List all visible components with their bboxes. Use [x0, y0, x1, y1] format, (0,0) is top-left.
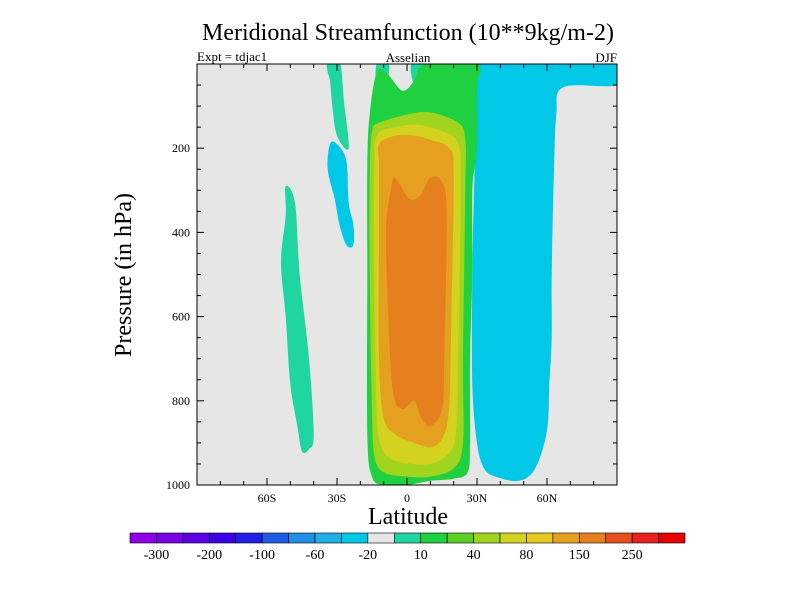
colorbar-swatch — [393, 532, 422, 544]
contour-hadley-positive-200 — [385, 176, 447, 427]
colorbar-swatch — [182, 532, 210, 544]
colorbar-swatch — [235, 532, 263, 544]
contour-sh-weak-positive-cell — [281, 185, 314, 454]
contour-sh-upper-negative-cell — [327, 141, 355, 248]
contour-nh-negative-core — [483, 122, 547, 469]
colorbar-swatch — [631, 532, 659, 544]
y-tick-label: 200 — [172, 141, 190, 155]
y-tick-label: 600 — [172, 310, 190, 324]
colorbar-swatch — [552, 532, 580, 544]
colorbar: -300 -200 -100 -60 -20 10 40 80 150 250 — [129, 532, 686, 563]
colorbar-swatch — [156, 532, 184, 544]
colorbar-label: -200 — [196, 548, 222, 563]
colorbar-swatch — [367, 532, 395, 544]
x-tick-label: 30S — [328, 491, 347, 505]
colorbar-label: -20 — [359, 548, 378, 563]
subtitle-center: Asselian — [386, 50, 431, 65]
x-tick-label: 30N — [467, 491, 488, 505]
colorbar-swatch — [341, 532, 369, 544]
colorbar-label: -60 — [306, 548, 325, 563]
contour-upper-positive-lobe-1 — [326, 64, 349, 150]
colorbar-label: -300 — [144, 548, 170, 563]
axis-ticks — [197, 64, 617, 485]
plot-area: 60S 30S 0 30N 60N 200 400 600 800 1000 — [166, 63, 618, 505]
colorbar-label: 80 — [519, 548, 533, 563]
colorbar-swatch — [578, 532, 607, 544]
subtitle-left: Expt = tdjac1 — [197, 49, 267, 64]
x-tick-label: 60N — [537, 491, 558, 505]
colorbar-label: -100 — [249, 548, 275, 563]
colorbar-label: 10 — [414, 548, 428, 563]
chart-title: Meridional Streamfunction (10**9kg/m-2) — [202, 20, 614, 46]
x-tick-label: 60S — [258, 491, 277, 505]
contour-fills — [281, 64, 617, 485]
colorbar-swatch — [314, 532, 342, 544]
y-axis-label: Pressure (in hPa) — [111, 193, 137, 357]
colorbar-label: 150 — [569, 548, 590, 563]
colorbar-swatch — [605, 532, 633, 544]
subtitle-right: DJF — [595, 50, 617, 65]
colorbar-swatch — [473, 532, 501, 544]
colorbar-swatch — [446, 532, 474, 544]
x-axis-label: Latitude — [368, 504, 448, 530]
colorbar-label: 250 — [622, 548, 643, 563]
y-tick-label: 800 — [172, 394, 190, 408]
colorbar-swatch — [208, 532, 237, 544]
y-tick-label: 400 — [172, 225, 190, 239]
x-tick-label: 0 — [404, 491, 410, 505]
colorbar-swatch — [288, 532, 316, 544]
colorbar-swatch — [129, 532, 157, 544]
colorbar-swatch — [526, 532, 554, 544]
colorbar-label: 40 — [467, 548, 481, 563]
colorbar-swatch — [420, 532, 448, 544]
y-tick-label: 1000 — [166, 478, 190, 492]
colorbar-swatch — [658, 532, 686, 544]
colorbar-swatch — [261, 532, 289, 544]
colorbar-swatch — [499, 532, 527, 544]
